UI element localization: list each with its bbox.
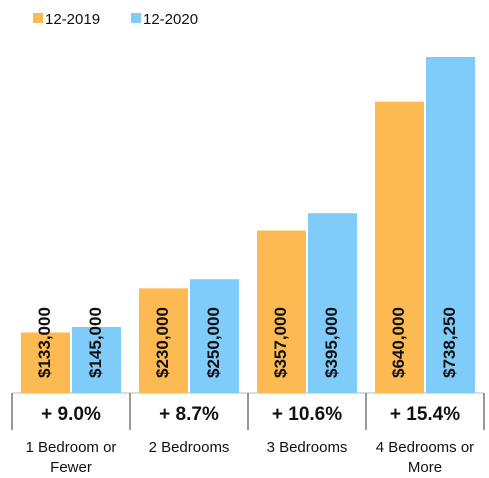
x-tick-label: 3 Bedrooms [266, 439, 348, 456]
bar [139, 288, 188, 393]
annotation: + 8.7% [159, 404, 219, 425]
annotation: + 9.0% [41, 404, 101, 425]
value-label: $230,000 [153, 307, 172, 378]
bar [21, 332, 70, 393]
value-label: $357,000 [271, 307, 290, 378]
bar [426, 57, 475, 393]
legend-swatch [131, 13, 141, 23]
x-tick-label: 1 Bedroom or Fewer [25, 439, 117, 476]
legend-swatch [33, 13, 43, 23]
x-tick-label: 4 Bedrooms or More [375, 439, 475, 476]
bar [375, 101, 424, 394]
value-label: $640,000 [389, 307, 408, 378]
value-label: $145,000 [86, 307, 105, 378]
x-tick-label: 2 Bedrooms [148, 439, 230, 456]
value-label: $395,000 [322, 307, 341, 378]
legend-label: 12-2019 [45, 11, 100, 28]
bar [72, 327, 121, 393]
bar [308, 213, 357, 393]
legend-label: 12-2020 [143, 11, 198, 28]
bar [257, 230, 306, 393]
value-label: $738,250 [440, 307, 459, 378]
bar [190, 279, 239, 393]
annotation: + 15.4% [390, 404, 460, 425]
value-label: $250,000 [204, 307, 223, 378]
value-label: $133,000 [35, 307, 54, 378]
annotation: + 10.6% [272, 404, 342, 425]
